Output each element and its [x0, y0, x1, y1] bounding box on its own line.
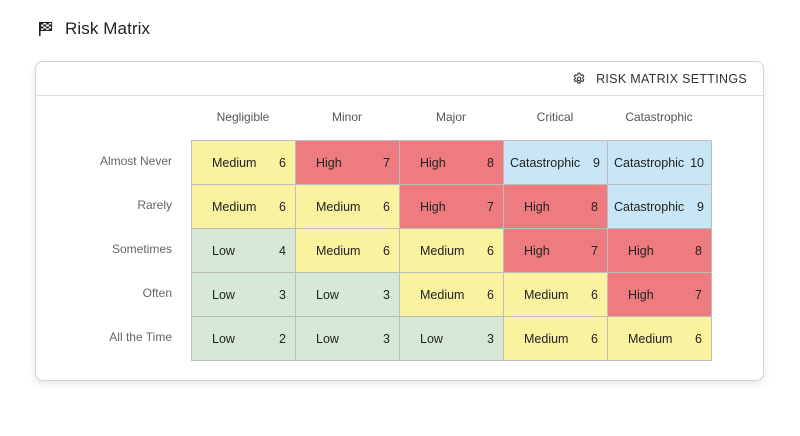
risk-score: 8 [591, 199, 598, 214]
risk-level-label: Medium [420, 243, 465, 258]
risk-level-label: High [628, 287, 654, 302]
risk-score: 6 [695, 331, 702, 346]
risk-level-label: High [628, 243, 654, 258]
matrix-cell[interactable]: Medium 6 [399, 228, 504, 273]
risk-level-label: Low [316, 331, 339, 346]
risk-score: 7 [591, 243, 598, 258]
row-header: Rarely [137, 198, 172, 212]
matrix-cell[interactable]: Medium 6 [295, 184, 400, 229]
matrix-cell[interactable]: Low 3 [295, 316, 400, 361]
risk-score: 10 [690, 155, 704, 170]
risk-matrix-settings-button[interactable]: RISK MATRIX SETTINGS [572, 68, 747, 90]
risk-score: 8 [695, 243, 702, 258]
matrix-cell[interactable]: Medium 6 [295, 228, 400, 273]
matrix-cell[interactable]: Low 4 [191, 228, 296, 273]
matrix-cell[interactable]: Low 2 [191, 316, 296, 361]
matrix-cell[interactable]: Catastrophic 9 [503, 140, 608, 185]
column-header: Negligible [216, 110, 270, 124]
risk-score: 3 [383, 331, 390, 346]
risk-level-label: High [316, 155, 342, 170]
risk-level-label: Medium [628, 331, 673, 346]
risk-level-label: Low [212, 287, 235, 302]
risk-score: 3 [279, 287, 286, 302]
matrix-cell[interactable]: High 8 [399, 140, 504, 185]
matrix-cell[interactable]: High 8 [503, 184, 608, 229]
row-header: Sometimes [111, 242, 172, 256]
risk-level-label: Catastrophic [614, 155, 685, 170]
risk-score: 6 [591, 287, 598, 302]
risk-level-label: Catastrophic [614, 199, 685, 214]
risk-level-label: Low [420, 331, 443, 346]
column-header: Major [435, 110, 466, 124]
risk-level-label: High [524, 243, 550, 258]
risk-score: 6 [487, 287, 494, 302]
risk-score: 2 [279, 331, 286, 346]
risk-level-label: High [420, 155, 446, 170]
risk-score: 3 [487, 331, 494, 346]
matrix-cell[interactable]: Catastrophic 9 [607, 184, 712, 229]
risk-score: 6 [279, 199, 286, 214]
risk-score: 6 [487, 243, 494, 258]
matrix-cell[interactable]: Low 3 [399, 316, 504, 361]
risk-score: 7 [487, 199, 494, 214]
matrix-cell[interactable]: Medium 6 [503, 272, 608, 317]
risk-level-label: Low [212, 243, 235, 258]
risk-score: 6 [591, 331, 598, 346]
risk-score: 8 [487, 155, 494, 170]
matrix-cell[interactable]: High 7 [399, 184, 504, 229]
matrix-cell[interactable]: High 7 [607, 272, 712, 317]
risk-level-label: Medium [524, 287, 569, 302]
risk-level-label: Medium [524, 331, 569, 346]
matrix-cell[interactable]: High 7 [295, 140, 400, 185]
matrix-cell[interactable]: Low 3 [191, 272, 296, 317]
gear-icon [573, 72, 585, 84]
risk-score: 9 [593, 155, 600, 170]
matrix-cell[interactable]: Catastrophic 10 [607, 140, 712, 185]
matrix-cell[interactable]: Medium 6 [191, 140, 296, 185]
matrix-cell[interactable]: Medium 6 [607, 316, 712, 361]
risk-score: 7 [383, 155, 390, 170]
row-header: Almost Never [99, 154, 172, 168]
column-header: Minor [331, 110, 362, 124]
risk-level-label: Medium [212, 199, 257, 214]
column-header: Critical [536, 110, 574, 124]
settings-button-label: RISK MATRIX SETTINGS [596, 72, 747, 86]
risk-score: 9 [697, 199, 704, 214]
risk-score: 4 [279, 243, 286, 258]
risk-level-label: High [420, 199, 446, 214]
row-header: All the Time [109, 330, 172, 344]
column-header: Catastrophic [625, 110, 693, 124]
matrix-cell[interactable]: High 7 [503, 228, 608, 273]
risk-level-label: Catastrophic [510, 155, 581, 170]
row-header: Often [142, 286, 172, 300]
risk-score: 6 [383, 243, 390, 258]
risk-score: 6 [279, 155, 286, 170]
page-header: Risk Matrix [38, 16, 150, 42]
matrix-cell[interactable]: Medium 6 [191, 184, 296, 229]
risk-level-label: Medium [316, 199, 361, 214]
page-title: Risk Matrix [65, 19, 151, 38]
checkered-flag-icon [39, 22, 53, 36]
matrix-cell[interactable]: Medium 6 [503, 316, 608, 361]
risk-level-label: Medium [316, 243, 361, 258]
risk-score: 6 [383, 199, 390, 214]
risk-matrix-card: RISK MATRIX SETTINGS Negligible Minor Majo… [35, 61, 764, 381]
matrix-cell[interactable]: Medium 6 [399, 272, 504, 317]
card-toolbar: RISK MATRIX SETTINGS [36, 62, 763, 96]
risk-level-label: Low [212, 331, 235, 346]
risk-level-label: Medium [420, 287, 465, 302]
risk-level-label: Low [316, 287, 339, 302]
risk-score: 7 [695, 287, 702, 302]
risk-level-label: High [524, 199, 550, 214]
matrix-cell[interactable]: High 8 [607, 228, 712, 273]
risk-score: 3 [383, 287, 390, 302]
risk-level-label: Medium [212, 155, 257, 170]
matrix-cell[interactable]: Low 3 [295, 272, 400, 317]
